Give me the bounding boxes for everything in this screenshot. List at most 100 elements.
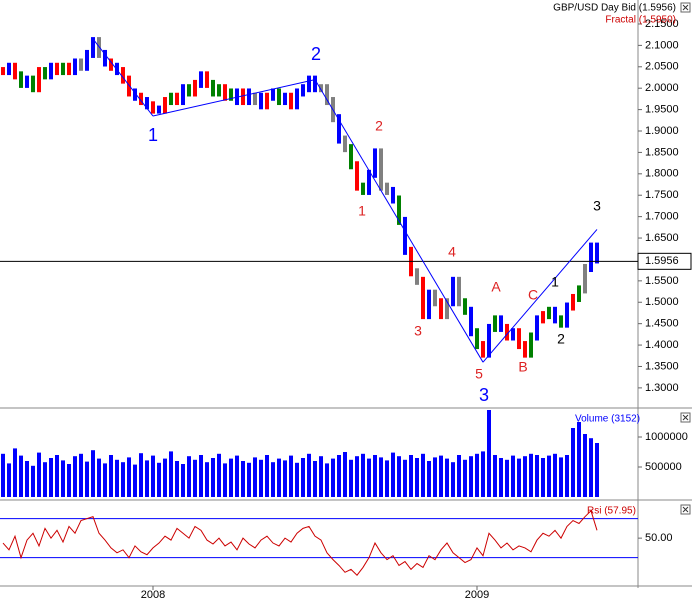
volume-bar xyxy=(427,461,431,497)
wave-line xyxy=(92,38,154,117)
volume-bar xyxy=(355,456,359,497)
price-bar xyxy=(271,88,275,101)
volume-bar xyxy=(31,465,35,497)
price-bar xyxy=(493,315,497,332)
volume-bar xyxy=(85,461,89,497)
price-bar xyxy=(289,92,293,110)
wave-label: 3 xyxy=(414,323,422,339)
price-bar xyxy=(103,49,107,67)
volume-bar xyxy=(55,455,59,497)
wave-label: 1 xyxy=(358,203,366,219)
volume-bar xyxy=(73,456,77,497)
volume-bar xyxy=(241,461,245,497)
volume-bar xyxy=(337,455,341,497)
price-bar xyxy=(355,161,359,191)
price-bar xyxy=(229,88,233,101)
volume-bar xyxy=(577,422,581,497)
y-tick-label: 1.5000 xyxy=(645,296,679,308)
volume-bar xyxy=(103,463,107,497)
volume-bar xyxy=(391,452,395,497)
close-button[interactable] xyxy=(680,412,691,423)
volume-bar xyxy=(451,462,455,497)
wave-label: 2 xyxy=(311,44,321,64)
price-bar xyxy=(577,285,581,302)
price-bar xyxy=(211,79,215,97)
price-bar xyxy=(373,148,377,178)
volume-bar xyxy=(589,438,593,497)
price-bar xyxy=(49,62,53,80)
volume-bar xyxy=(163,458,167,497)
volume-bar xyxy=(157,462,161,497)
volume-bar xyxy=(91,450,95,497)
volume-bar xyxy=(181,464,185,497)
y-tick-label: 1.6500 xyxy=(645,232,679,244)
volume-bar xyxy=(283,460,287,497)
y-tick-label: 1.7000 xyxy=(645,211,679,223)
volume-bar xyxy=(535,455,539,497)
volume-bar xyxy=(211,458,215,497)
volume-bar xyxy=(379,457,383,497)
legend-volume: Volume (3152) xyxy=(575,414,640,425)
volume-bar xyxy=(571,428,575,497)
price-bar xyxy=(547,306,551,320)
price-bar xyxy=(295,88,299,110)
price-bar xyxy=(157,105,161,114)
price-bar xyxy=(85,49,89,71)
price-bar xyxy=(487,323,491,358)
volume-bar xyxy=(343,452,347,497)
y-tick-label: 2.0000 xyxy=(645,82,679,94)
volume-bar xyxy=(583,434,587,497)
volume-bar xyxy=(187,456,191,497)
price-bar xyxy=(31,75,35,93)
price-bar xyxy=(415,268,419,285)
volume-bar xyxy=(385,460,389,497)
volume-bar xyxy=(19,455,23,497)
y-tick-label: 1.4000 xyxy=(645,339,679,351)
y-tick-label: 1.8000 xyxy=(645,168,679,180)
wave-label: 1 xyxy=(148,125,158,145)
last-price-box xyxy=(637,252,692,270)
close-button[interactable] xyxy=(680,504,691,515)
price-bar xyxy=(109,58,113,71)
price-bar xyxy=(169,92,173,106)
volume-bar xyxy=(547,455,551,497)
volume-bar xyxy=(397,456,401,497)
volume-bar xyxy=(13,448,17,497)
volume-bar xyxy=(469,456,473,497)
y-tick-label: 1.9000 xyxy=(645,125,679,137)
volume-bar xyxy=(367,458,371,497)
volume-bar xyxy=(325,463,329,497)
price-bar xyxy=(121,67,125,84)
legend-price: GBP/USD Day Bid (1.5956) xyxy=(553,3,676,14)
price-bar xyxy=(79,58,83,71)
volume-bar xyxy=(313,461,317,497)
price-bar xyxy=(181,84,185,106)
price-bar xyxy=(307,75,311,93)
volume-bar xyxy=(307,453,311,497)
volume-bar xyxy=(475,453,479,497)
volume-bar xyxy=(223,463,227,497)
price-bar xyxy=(115,62,119,76)
volume-bar xyxy=(499,458,503,497)
volume-bar xyxy=(259,459,263,497)
volume-bar xyxy=(559,457,563,497)
close-button[interactable] xyxy=(680,2,691,13)
volume-bar xyxy=(409,455,413,497)
price-bar xyxy=(67,62,71,76)
x-tick-label: 2009 xyxy=(465,589,489,601)
volume-bar xyxy=(199,455,203,497)
volume-bar xyxy=(319,456,323,497)
wave-label: 3 xyxy=(479,385,489,405)
price-bar xyxy=(559,315,563,328)
wave-label: B xyxy=(518,359,527,375)
last-price-label: 1.5956 xyxy=(645,255,679,267)
volume-bar xyxy=(433,457,437,497)
price-bar xyxy=(481,341,485,358)
price-bar xyxy=(205,71,209,88)
price-bar xyxy=(1,67,5,76)
volume-bar xyxy=(505,459,509,497)
wave-line xyxy=(314,79,484,363)
